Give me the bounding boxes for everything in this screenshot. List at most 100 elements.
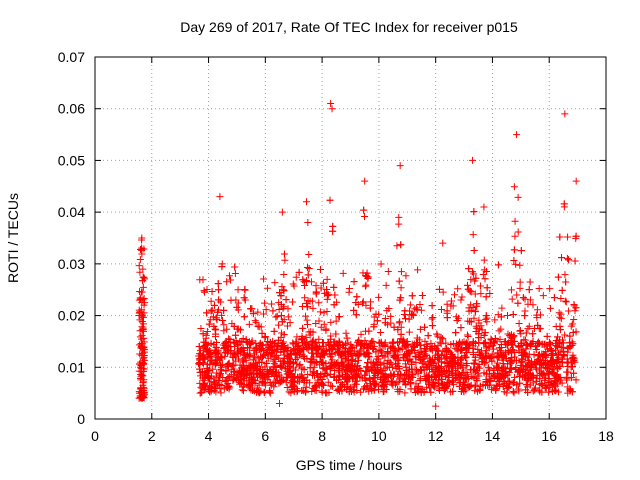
data-point <box>443 382 451 390</box>
data-point <box>396 386 404 394</box>
data-point <box>525 322 533 330</box>
data-point <box>403 350 411 358</box>
data-point <box>254 362 262 370</box>
data-point <box>343 385 351 393</box>
data-point <box>412 359 420 367</box>
data-point <box>265 387 273 395</box>
data-point <box>278 363 286 371</box>
data-point <box>411 352 419 360</box>
data-point <box>467 276 475 284</box>
data-point <box>442 339 450 347</box>
data-point <box>255 389 263 397</box>
data-point <box>491 334 499 342</box>
data-point <box>257 366 265 374</box>
data-point <box>320 309 328 317</box>
data-point <box>219 317 227 325</box>
data-point <box>199 330 207 338</box>
data-point <box>278 208 286 216</box>
data-point <box>391 352 399 360</box>
y-tick-label: 0.01 <box>58 359 85 375</box>
data-point <box>462 354 470 362</box>
data-point <box>303 316 311 324</box>
data-point <box>253 384 261 392</box>
data-point <box>285 313 293 321</box>
data-point <box>353 293 361 301</box>
data-point <box>223 325 231 333</box>
data-point <box>508 331 516 339</box>
data-point <box>217 365 225 373</box>
data-point <box>563 254 571 262</box>
data-point <box>514 299 522 307</box>
data-point <box>571 358 579 366</box>
data-point <box>550 369 558 377</box>
data-point <box>314 378 322 386</box>
data-point <box>303 303 311 311</box>
data-point <box>510 378 518 386</box>
data-point <box>342 340 350 348</box>
data-point <box>138 344 146 352</box>
data-point <box>557 376 565 384</box>
grid-lines <box>95 57 606 419</box>
data-point <box>511 353 519 361</box>
data-point <box>459 364 467 372</box>
data-point <box>452 329 460 337</box>
data-point <box>546 304 554 312</box>
data-point <box>463 281 471 289</box>
data-point <box>240 373 248 381</box>
data-point <box>515 367 523 375</box>
data-point <box>539 371 547 379</box>
data-point <box>558 379 566 387</box>
data-point <box>302 388 310 396</box>
data-point <box>471 308 479 316</box>
data-point <box>373 355 381 363</box>
data-point <box>463 349 471 357</box>
data-point <box>320 381 328 389</box>
data-point <box>211 346 219 354</box>
data-point <box>531 386 539 394</box>
data-point <box>292 273 300 281</box>
data-point <box>345 373 353 381</box>
data-point <box>240 294 248 302</box>
data-point <box>554 273 562 281</box>
data-point <box>223 347 231 355</box>
data-point <box>391 360 399 368</box>
data-point <box>266 366 274 374</box>
data-point <box>370 323 378 331</box>
data-point <box>294 373 302 381</box>
data-point <box>312 282 320 290</box>
data-point <box>536 311 544 319</box>
data-point <box>405 368 413 376</box>
data-point <box>469 348 477 356</box>
data-point <box>562 278 570 286</box>
data-point <box>463 331 471 339</box>
data-point <box>424 332 432 340</box>
data-point <box>299 324 307 332</box>
data-point <box>357 367 365 375</box>
data-point <box>435 355 443 363</box>
data-point <box>416 376 424 384</box>
data-point <box>311 371 319 379</box>
data-point <box>521 295 529 303</box>
data-point <box>135 296 143 304</box>
data-point <box>406 301 414 309</box>
data-point <box>140 338 148 346</box>
data-point <box>325 341 333 349</box>
data-point <box>565 307 573 315</box>
data-point <box>428 302 436 310</box>
data-point <box>422 351 430 359</box>
data-point <box>202 334 210 342</box>
data-point <box>570 369 578 377</box>
data-point <box>296 346 304 354</box>
data-point <box>547 378 555 386</box>
data-point <box>361 351 369 359</box>
data-point <box>553 363 561 371</box>
data-point <box>410 347 418 355</box>
data-point <box>534 355 542 363</box>
data-point <box>457 361 465 369</box>
data-point <box>344 373 352 381</box>
data-point <box>372 310 380 318</box>
data-point <box>566 339 574 347</box>
data-point <box>543 332 551 340</box>
data-point <box>277 292 285 300</box>
data-point <box>350 306 358 314</box>
